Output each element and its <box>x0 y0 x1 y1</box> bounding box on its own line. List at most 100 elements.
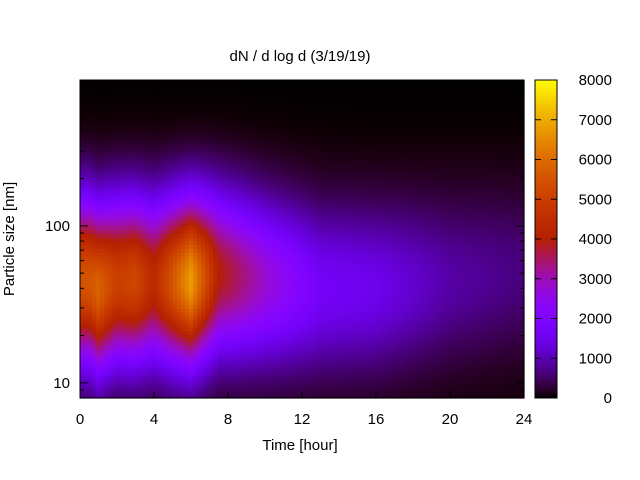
heatmap-cell <box>184 315 190 321</box>
heatmap-cell <box>209 353 214 358</box>
heatmap-cell <box>197 102 202 107</box>
heatmap-cell <box>180 345 186 350</box>
heatmap-cell <box>293 259 299 264</box>
heatmap-cell <box>277 139 283 145</box>
heatmap-cell <box>197 94 202 100</box>
heatmap-cell <box>229 364 234 369</box>
heatmap-cell <box>188 169 194 175</box>
heatmap-cell <box>205 218 210 223</box>
heatmap-cell <box>92 326 97 332</box>
heatmap-cell <box>249 334 255 339</box>
heatmap-cell <box>132 162 138 167</box>
heatmap-cell <box>84 394 89 399</box>
heatmap-cell <box>88 379 93 384</box>
heatmap-cell <box>277 315 283 321</box>
heatmap-cell <box>221 154 226 160</box>
heatmap-cell <box>297 136 303 141</box>
heatmap-cell <box>188 259 194 264</box>
heatmap-cell <box>92 338 97 343</box>
heatmap-cell <box>217 109 222 115</box>
heatmap-cell <box>100 341 105 347</box>
heatmap-cell <box>197 293 202 298</box>
heatmap-cell <box>269 83 275 89</box>
heatmap-cell <box>180 379 186 384</box>
heatmap-cell <box>104 207 109 212</box>
heatmap-cell <box>172 162 178 167</box>
heatmap-cell <box>124 319 130 324</box>
heatmap-cell <box>285 113 291 119</box>
heatmap-cell <box>108 199 113 205</box>
heatmap-cell <box>156 259 162 264</box>
heatmap-cell <box>168 360 174 365</box>
heatmap-cell <box>108 375 113 380</box>
heatmap-cell <box>128 218 134 223</box>
heatmap-cell <box>265 109 271 115</box>
heatmap-cell <box>188 338 194 343</box>
heatmap-cell <box>148 255 154 261</box>
heatmap-cell <box>100 203 105 208</box>
heatmap-cell <box>201 371 206 377</box>
heatmap-cell <box>257 293 263 298</box>
heatmap-cell <box>116 106 121 111</box>
heatmap-cell <box>116 188 121 193</box>
heatmap-cell <box>213 98 218 104</box>
heatmap-cell <box>108 267 113 272</box>
heatmap-cell <box>164 233 170 238</box>
heatmap-cell <box>164 222 170 227</box>
heatmap-cell <box>217 177 222 182</box>
heatmap-cell <box>217 323 222 328</box>
heatmap-cell <box>221 83 226 89</box>
heatmap-cell <box>156 300 162 306</box>
heatmap-cell <box>193 315 198 321</box>
heatmap-cell <box>281 222 287 227</box>
heatmap-cell <box>120 255 125 261</box>
heatmap-cell <box>80 158 85 163</box>
heatmap-cell <box>257 308 263 313</box>
heatmap-cell <box>120 154 125 160</box>
heatmap-cell <box>124 285 130 291</box>
heatmap-cell <box>221 240 226 246</box>
heatmap-cell <box>120 128 125 133</box>
heatmap-cell <box>297 154 303 160</box>
heatmap-cell <box>193 117 198 122</box>
heatmap-cell <box>188 94 194 100</box>
heatmap-cell <box>265 353 271 358</box>
heatmap-cell <box>84 192 89 197</box>
heatmap-cell <box>229 109 234 115</box>
heatmap-cell <box>88 368 93 373</box>
heatmap-cell <box>112 225 117 231</box>
heatmap-cell <box>128 345 134 350</box>
heatmap-cell <box>201 87 206 92</box>
heatmap-cell <box>172 349 178 354</box>
heatmap-cell <box>128 188 134 193</box>
heatmap-cell <box>193 83 198 89</box>
heatmap-cell <box>245 315 251 321</box>
heatmap-cell <box>144 371 150 377</box>
heatmap-cell <box>168 237 174 242</box>
heatmap-cell <box>213 319 218 324</box>
heatmap-cell <box>201 308 206 313</box>
heatmap-cell <box>306 244 311 249</box>
heatmap-cell <box>293 390 299 395</box>
heatmap-cell <box>152 184 158 190</box>
heatmap-cell <box>273 87 279 92</box>
heatmap-cell <box>88 117 93 122</box>
heatmap-cell <box>124 278 130 283</box>
heatmap-cell <box>88 91 93 96</box>
heatmap-cell <box>144 139 150 145</box>
heatmap-cell <box>221 341 226 347</box>
heatmap-cell <box>245 184 251 190</box>
heatmap-cell <box>124 371 130 377</box>
heatmap-cell <box>245 311 251 317</box>
heatmap-cell <box>176 323 182 328</box>
heatmap-cell <box>217 315 222 321</box>
heatmap-cell <box>253 338 259 343</box>
heatmap-cell <box>302 334 307 339</box>
heatmap-cell <box>140 192 146 197</box>
heatmap-cell <box>314 360 319 365</box>
heatmap-cell <box>124 289 130 294</box>
heatmap-cell <box>289 308 295 313</box>
heatmap-cell <box>140 379 146 384</box>
heatmap-cell <box>152 379 158 384</box>
heatmap-cell <box>108 106 113 111</box>
